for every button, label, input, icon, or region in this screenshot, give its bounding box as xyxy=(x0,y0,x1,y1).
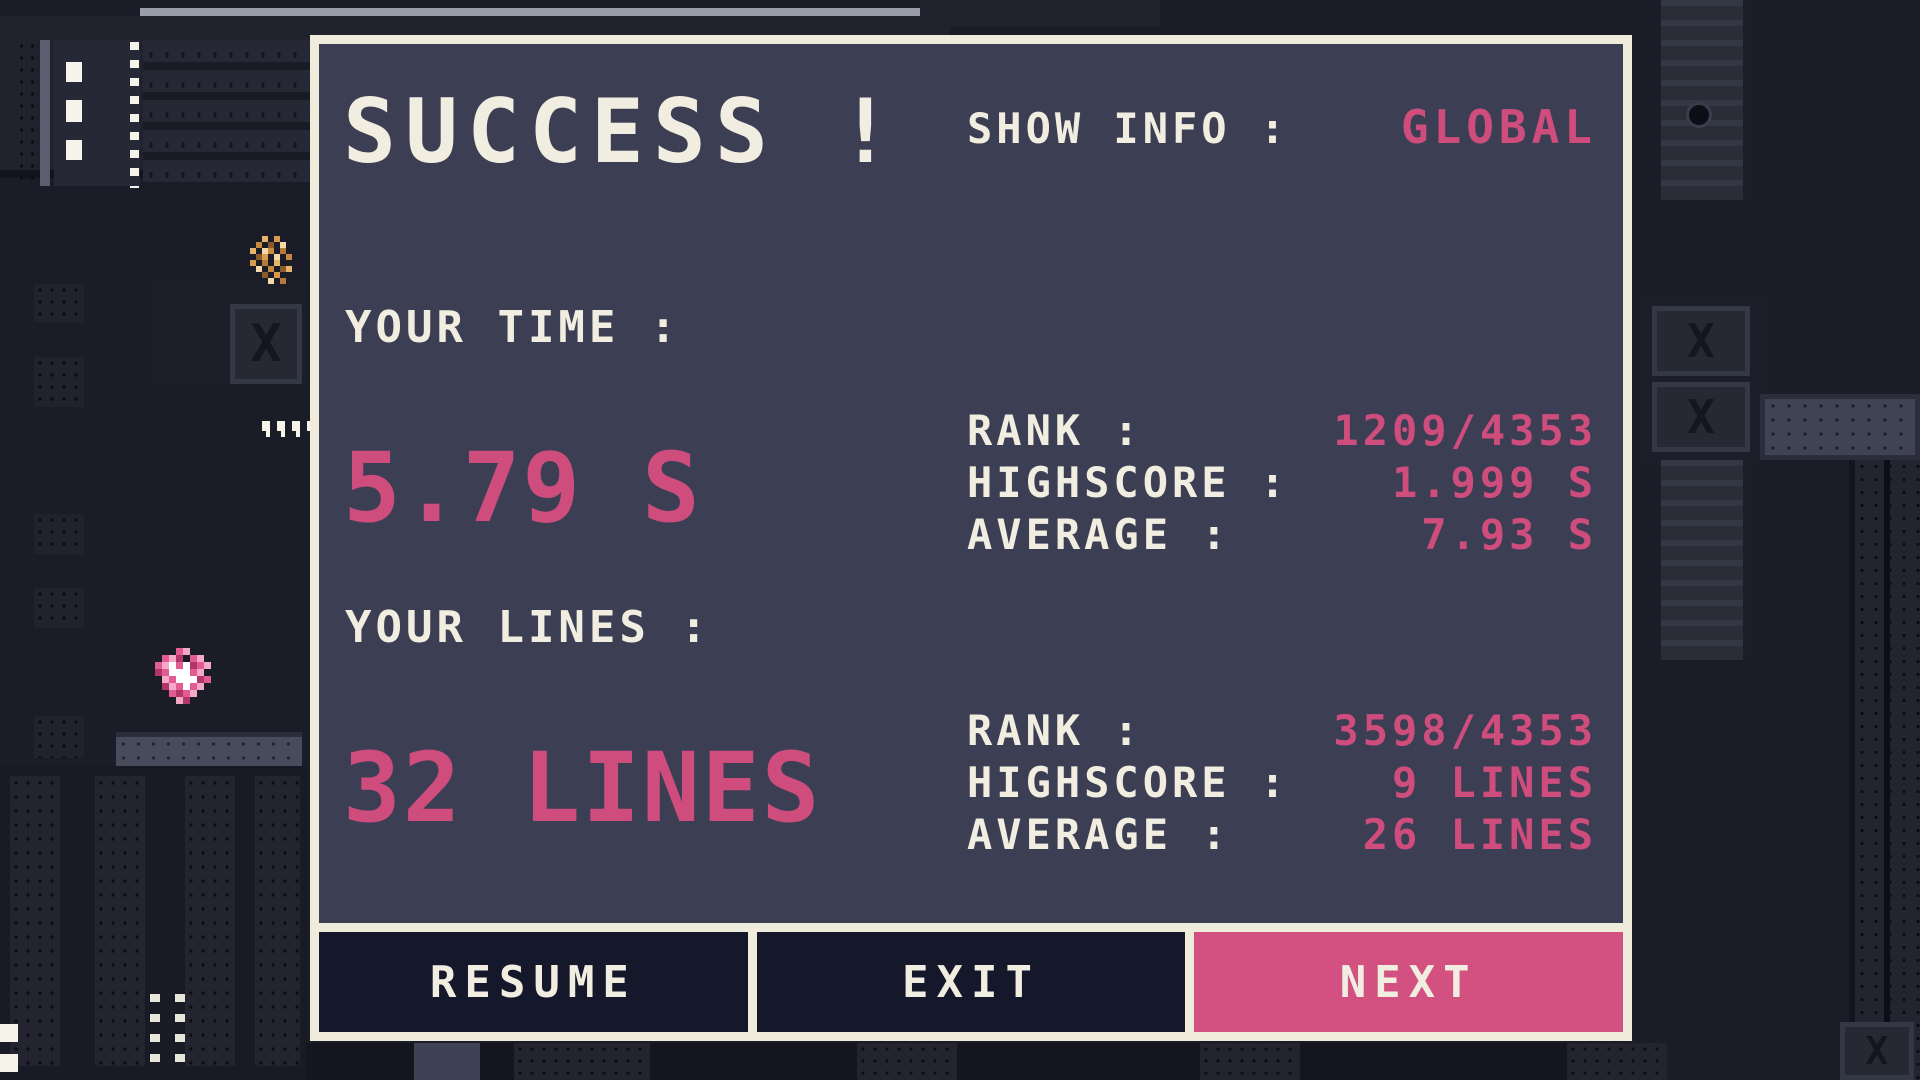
bg-pipe xyxy=(255,776,300,1066)
bg-bottom-strip xyxy=(306,1043,1667,1080)
stat-label: AVERAGE : xyxy=(967,810,1231,859)
resume-button[interactable]: RESUME xyxy=(319,932,748,1032)
stat-label: RANK : xyxy=(967,406,1143,455)
bg-slab-right xyxy=(1760,394,1920,460)
bg-teeth-marks xyxy=(262,421,314,431)
bg-metal-bar xyxy=(40,40,50,186)
bg-pipe xyxy=(95,776,145,1066)
bg-teeth-marks xyxy=(266,431,318,437)
bg-pipe xyxy=(514,1043,650,1080)
bg-pillar-right-mid xyxy=(1653,460,1751,660)
bg-crate-x-right-top: X xyxy=(1652,306,1750,376)
bg-machinery-bottom-left xyxy=(0,766,306,1080)
bg-rivet-block xyxy=(34,284,84,322)
bg-pipe xyxy=(1567,1043,1667,1080)
stat-label: HIGHSCORE : xyxy=(967,758,1290,807)
results-dialog: SUCCESS ! SHOW INFO : GLOBAL YOUR TIME :… xyxy=(310,35,1632,1041)
your-lines-heading: YOUR LINES : xyxy=(345,602,711,653)
your-time-heading: YOUR TIME : xyxy=(345,302,681,353)
results-dialog-content: SUCCESS ! SHOW INFO : GLOBAL YOUR TIME :… xyxy=(319,44,1623,923)
time-stats: RANK : 1209/4353 HIGHSCORE : 1.999 S AVE… xyxy=(967,409,1597,557)
bg-pipe xyxy=(1200,1043,1300,1080)
your-lines-value: 32 LINES xyxy=(343,732,822,844)
bg-crate-x-right-bottom: X xyxy=(1652,382,1750,452)
time-rank-row: RANK : 1209/4353 xyxy=(967,409,1597,453)
bg-dash-column xyxy=(130,42,139,188)
bg-port-hole xyxy=(1686,102,1712,128)
show-info-label: SHOW INFO : xyxy=(967,104,1290,153)
stat-value: 1.999 S xyxy=(1391,458,1597,507)
bg-pillar-right-top xyxy=(1653,0,1751,200)
explosion-sprite-orange xyxy=(250,236,256,242)
crate-x-glyph: X xyxy=(1687,314,1715,368)
bg-rivet-block xyxy=(34,716,84,758)
crate-x-glyph: X xyxy=(250,314,282,374)
bg-light-window xyxy=(66,140,82,160)
bg-dash-column xyxy=(150,994,160,1074)
lines-highscore-row: HIGHSCORE : 9 LINES xyxy=(967,761,1597,805)
bg-white-blocks xyxy=(0,1024,18,1080)
bg-crate-x-corner: X xyxy=(1840,1022,1914,1080)
bg-rivet-block xyxy=(34,357,84,407)
stat-value: 9 LINES xyxy=(1391,758,1597,807)
bg-light-window xyxy=(66,62,82,82)
bg-column-seam xyxy=(1884,460,1890,1080)
stat-label: AVERAGE : xyxy=(967,510,1231,559)
time-average-row: AVERAGE : 7.93 S xyxy=(967,513,1597,557)
bg-dash-column xyxy=(175,994,185,1074)
bg-rivet-block xyxy=(34,514,84,554)
bg-rivet-strip xyxy=(16,40,38,186)
bg-pipe xyxy=(10,776,60,1066)
lines-stats: RANK : 3598/4353 HIGHSCORE : 9 LINES AVE… xyxy=(967,709,1597,857)
bg-light-window xyxy=(66,100,82,122)
stat-value: 26 LINES xyxy=(1362,810,1597,859)
bg-pipe xyxy=(185,776,235,1066)
bg-pipe xyxy=(857,1043,957,1080)
lines-rank-row: RANK : 3598/4353 xyxy=(967,709,1597,753)
stat-label: HIGHSCORE : xyxy=(967,458,1290,507)
stat-label: RANK : xyxy=(967,706,1143,755)
explosion-sprite-pink xyxy=(155,648,162,655)
next-button[interactable]: NEXT xyxy=(1194,932,1624,1032)
crate-x-glyph: X xyxy=(1865,1029,1889,1073)
dialog-button-row: RESUME EXIT NEXT xyxy=(319,932,1624,1032)
bg-platform xyxy=(116,732,302,766)
stat-value: 3598/4353 xyxy=(1333,706,1597,755)
time-highscore-row: HIGHSCORE : 1.999 S xyxy=(967,461,1597,505)
bg-crate-x-left: X xyxy=(230,304,302,384)
stat-value: 1209/4353 xyxy=(1333,406,1597,455)
bg-bottom-bracket xyxy=(414,1043,480,1080)
stat-value: 7.93 S xyxy=(1421,510,1597,559)
lines-average-row: AVERAGE : 26 LINES xyxy=(967,813,1597,857)
crate-x-glyph: X xyxy=(1687,390,1715,444)
bg-top-block xyxy=(920,0,1160,26)
exit-button[interactable]: EXIT xyxy=(756,932,1186,1032)
show-info-value-toggle[interactable]: GLOBAL xyxy=(1400,100,1597,154)
bg-top-edge xyxy=(140,8,1160,16)
bg-rivet-block xyxy=(34,588,84,628)
your-time-value: 5.79 S xyxy=(343,432,702,544)
dialog-title: SUCCESS ! xyxy=(343,80,901,183)
